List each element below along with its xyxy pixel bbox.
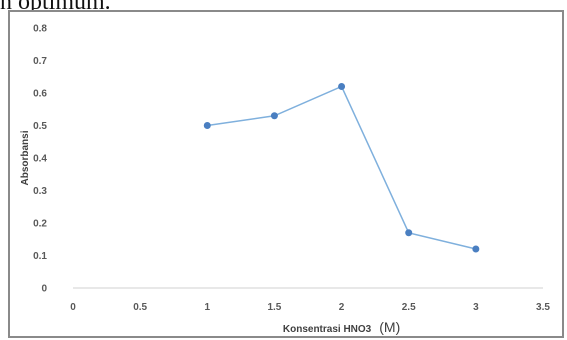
y-tick-labels: 0 0.1 0.2 0.3 0.4 0.5 0.6 0.7 0.8 [33,24,47,295]
y-tick-label: 0 [41,284,47,295]
data-points [203,83,480,253]
series-line [207,85,477,250]
y-axis-title: Absorbansi [20,130,31,185]
x-axis-title-text: Konsentrasi HNO3 [283,324,372,335]
y-tick-label: 0.2 [33,219,47,230]
data-point [405,229,413,237]
x-tick-label: 2 [339,302,345,313]
chart-frame: 0 0.1 0.2 0.3 0.4 0.5 0.6 0.7 0.8 0 0.5 1 1.5 2 2.5 3 3… [8,10,564,338]
y-tick-label: 0.6 [33,89,47,100]
x-tick-label: 0 [70,302,76,313]
y-tick-label: 0.3 [33,186,47,197]
x-axis-title: Konsentrasi HNO3 (M) [283,319,400,336]
x-tick-label: 1.5 [267,302,281,313]
data-point [203,122,211,129]
chart-svg: 0 0.1 0.2 0.3 0.4 0.5 0.6 0.7 0.8 0 0.5 1 1.5 2 2.5 3 3… [20,24,550,336]
x-tick-label: 3 [473,302,479,313]
data-point [472,245,480,253]
y-tick-label: 0.7 [33,56,47,67]
y-tick-label: 0.5 [33,121,47,132]
x-tick-labels: 0 0.5 1 1.5 2 2.5 3 3.5 [70,302,550,313]
y-tick-label: 0.1 [33,251,47,262]
x-tick-label: 3.5 [536,302,550,313]
data-point [270,112,278,120]
x-tick-label: 0.5 [133,302,147,313]
x-tick-label: 1 [205,302,211,313]
x-axis-unit: (M) [379,319,400,335]
y-tick-label: 0.4 [33,154,47,165]
y-tick-label: 0.8 [33,24,47,35]
x-tick-label: 2.5 [402,302,416,313]
data-point [338,83,346,90]
